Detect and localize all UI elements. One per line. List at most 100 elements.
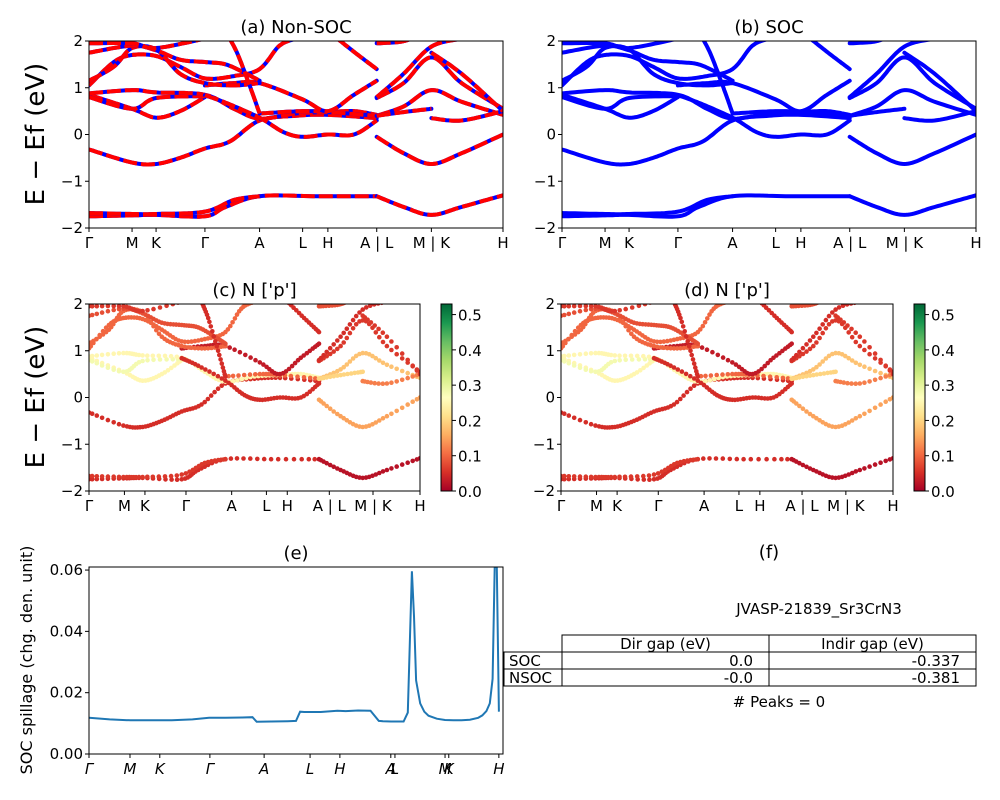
table-cell xyxy=(768,668,977,687)
band-point xyxy=(399,368,405,374)
band-point xyxy=(195,363,201,369)
spillage-line xyxy=(89,567,500,723)
band-point xyxy=(583,304,589,309)
band-point xyxy=(189,339,194,344)
band-point xyxy=(211,371,216,377)
band-point xyxy=(360,475,366,481)
band-point xyxy=(174,354,180,360)
y-tick-label-c: −2 xyxy=(61,482,83,500)
band-line-dashed xyxy=(89,112,377,167)
band-point xyxy=(890,456,893,461)
band-point xyxy=(211,334,217,339)
band-point xyxy=(628,474,634,479)
band-point xyxy=(327,406,333,412)
band-point xyxy=(357,310,362,315)
band-point xyxy=(414,368,420,373)
band-point xyxy=(289,363,295,369)
band-point xyxy=(140,358,145,364)
x-tick-label-e: L xyxy=(306,760,314,778)
band-point xyxy=(698,327,703,332)
band-point xyxy=(725,357,731,363)
band-point xyxy=(814,330,819,336)
band-point xyxy=(208,393,214,398)
band-point xyxy=(826,322,832,327)
band-point xyxy=(811,372,816,378)
band-line xyxy=(810,41,852,72)
band-point xyxy=(111,351,116,357)
colorbar-tick-label-c: 0.2 xyxy=(458,412,482,430)
band-point xyxy=(373,355,379,361)
band-point xyxy=(830,310,835,315)
x-tick-label-b: A xyxy=(727,234,738,252)
band-point xyxy=(257,371,263,377)
band-point xyxy=(99,310,105,315)
band-point xyxy=(347,330,353,336)
band-point xyxy=(714,372,719,378)
band-point xyxy=(344,335,350,341)
band-point xyxy=(785,456,790,462)
band-point xyxy=(207,319,212,325)
x-tick-label-a: K xyxy=(151,234,162,252)
panel-title-c: (c) N ['p'] xyxy=(212,280,296,301)
material-id-label: JVASP-21839_Sr3CrN3 xyxy=(735,600,902,619)
plot-area-e xyxy=(89,567,500,723)
band-point xyxy=(814,340,819,345)
band-point xyxy=(761,373,766,379)
band-point xyxy=(713,456,719,461)
band-point xyxy=(634,370,640,375)
band-point xyxy=(845,380,850,386)
band-point xyxy=(248,456,253,461)
table-value: 0.0 xyxy=(729,652,753,670)
band-point xyxy=(410,374,416,379)
band-point xyxy=(338,343,343,349)
band-point xyxy=(647,477,652,483)
band-point xyxy=(316,341,322,347)
x-tick-label-a: L xyxy=(298,234,307,252)
band-point xyxy=(617,353,622,359)
band-point xyxy=(223,378,228,384)
band-point xyxy=(145,308,150,313)
band-point xyxy=(577,304,583,309)
band-point xyxy=(345,299,350,304)
band-point xyxy=(218,357,223,362)
band-point xyxy=(733,362,739,367)
x-tick-label-c: K xyxy=(140,497,151,515)
band-line-dashed xyxy=(89,94,205,111)
x-tick-label-a: M | K xyxy=(413,234,452,252)
band-point xyxy=(377,470,382,476)
band-point xyxy=(105,365,111,371)
band-point xyxy=(844,304,850,307)
band-point xyxy=(199,299,204,304)
band-point xyxy=(646,354,652,360)
band-point xyxy=(583,420,589,425)
band-point xyxy=(571,304,577,309)
band-point xyxy=(105,308,111,314)
band-point xyxy=(734,456,740,462)
band-line-dashed xyxy=(375,193,503,217)
band-point xyxy=(857,334,863,340)
band-point xyxy=(671,365,677,370)
band-point xyxy=(389,411,394,417)
band-point xyxy=(111,367,116,373)
band-point xyxy=(225,327,231,332)
band-point xyxy=(384,334,390,340)
band-point xyxy=(187,469,192,475)
band-line xyxy=(902,109,976,123)
band-point xyxy=(857,413,863,419)
x-tick-label-c: A xyxy=(227,497,238,515)
band-point xyxy=(99,474,105,479)
band-point xyxy=(772,456,777,462)
band-point xyxy=(185,345,191,350)
band-point xyxy=(612,358,618,364)
band-point xyxy=(288,373,294,379)
band-point xyxy=(811,334,816,340)
band-point xyxy=(849,358,855,363)
band-line xyxy=(562,41,677,51)
band-point xyxy=(661,339,667,344)
band-line xyxy=(847,132,976,167)
band-point xyxy=(151,323,156,329)
band-point xyxy=(150,353,156,359)
band-point xyxy=(857,362,863,368)
band-point xyxy=(680,324,686,329)
